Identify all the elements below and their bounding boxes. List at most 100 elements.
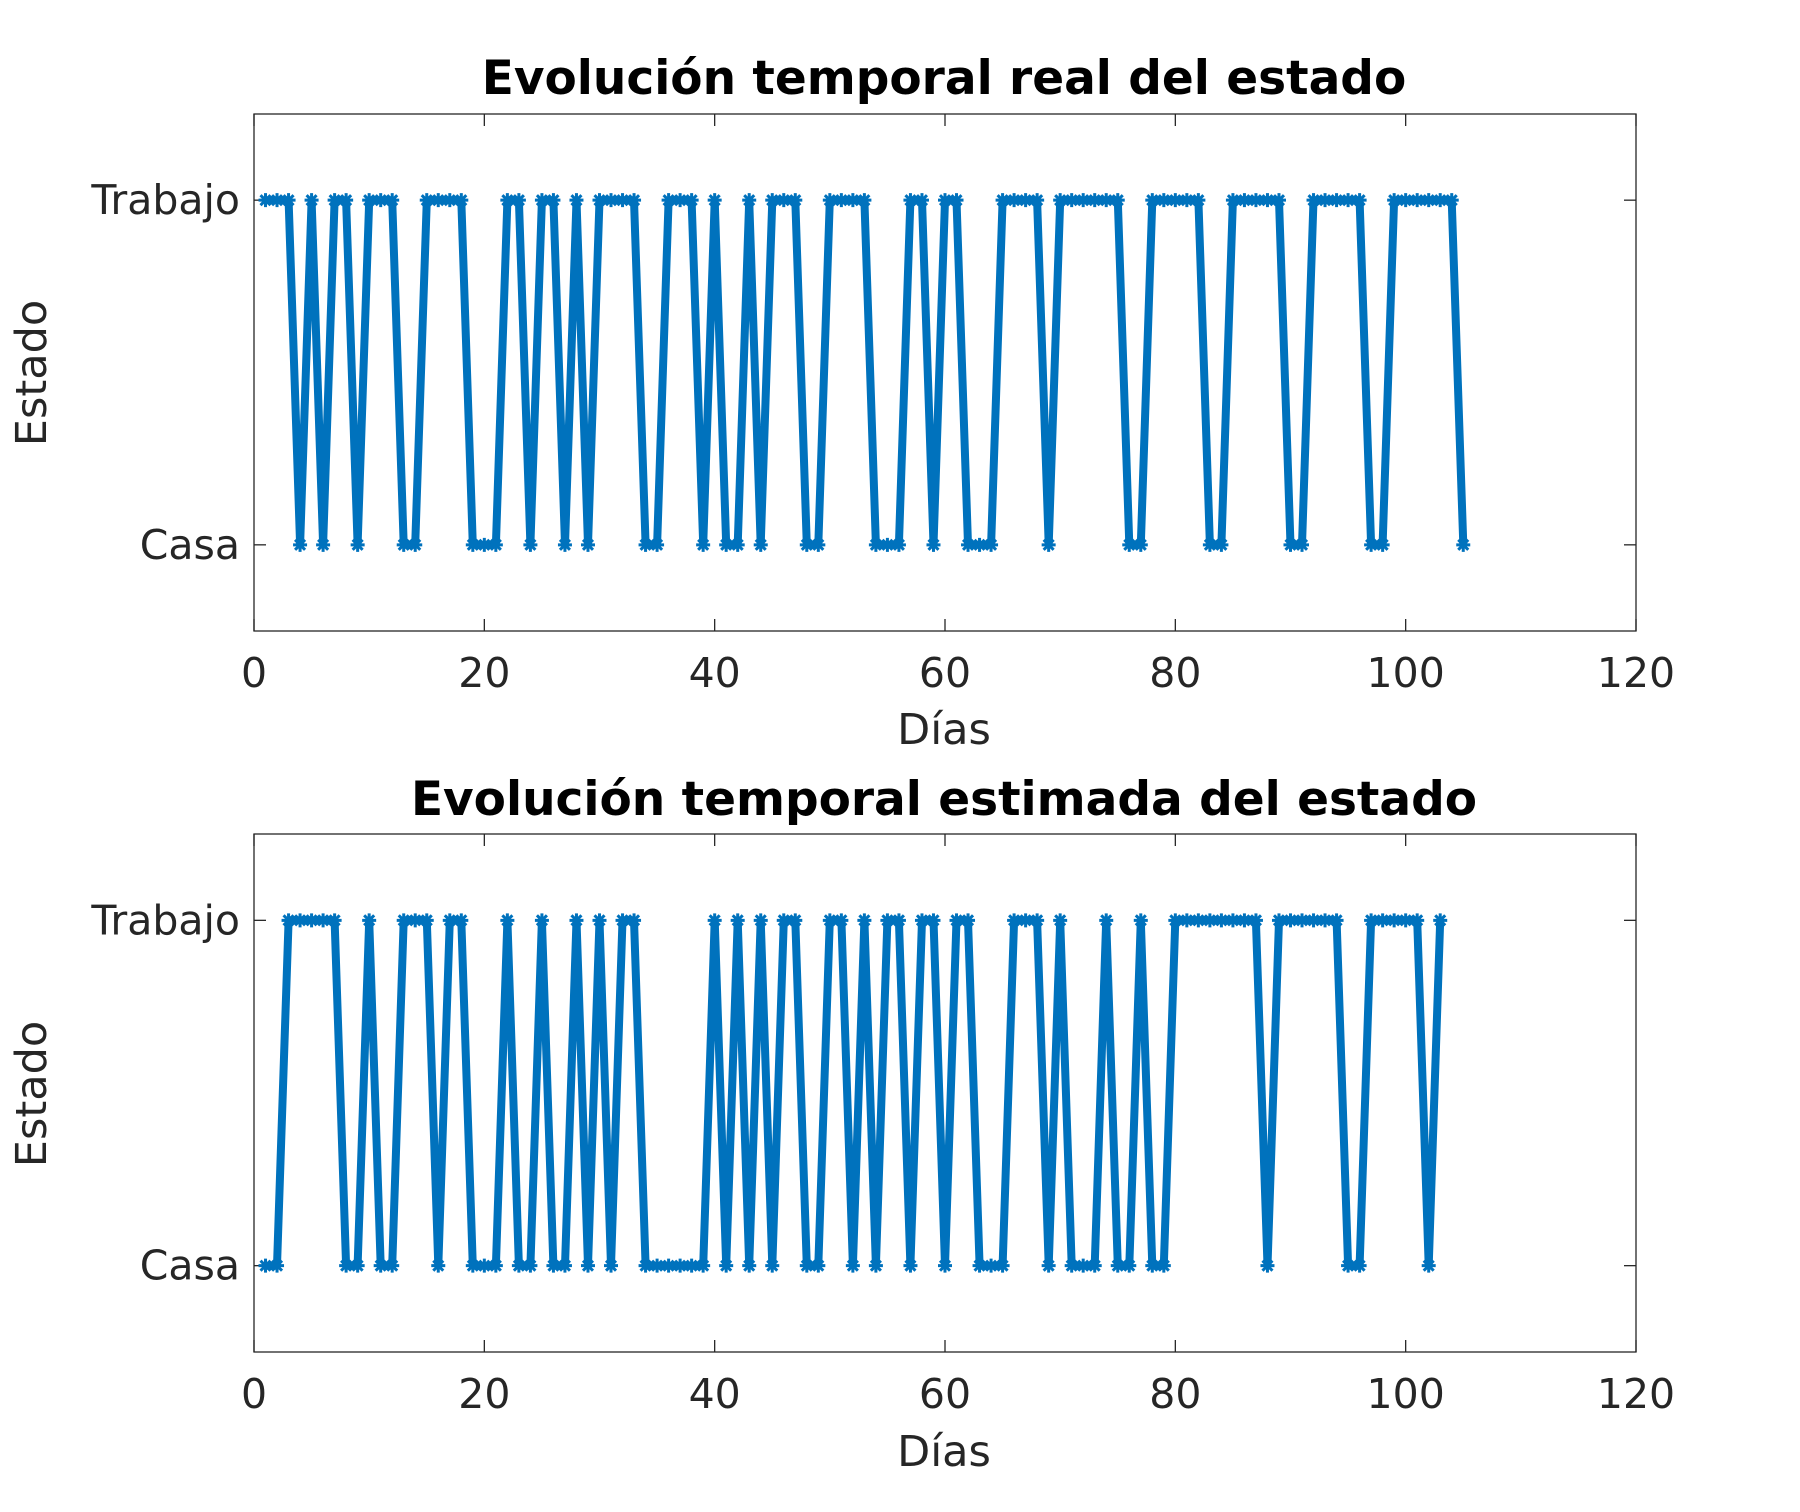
data-point [857, 913, 872, 928]
data-point [523, 537, 538, 552]
data-point [891, 537, 906, 552]
data-point [569, 913, 584, 928]
data-point [788, 193, 803, 208]
data-point [753, 537, 768, 552]
data-point [799, 1258, 814, 1273]
data-point [1248, 913, 1263, 928]
y-tick-label: Trabajo [90, 176, 240, 224]
x-tick-label: 100 [1367, 1370, 1445, 1418]
data-point [1225, 913, 1240, 928]
data-point [1248, 193, 1263, 208]
data-point [569, 193, 584, 208]
data-point [1041, 537, 1056, 552]
y-tick-label: Casa [140, 1242, 240, 1290]
data-point [1375, 537, 1390, 552]
data-point [1364, 913, 1379, 928]
data-point [580, 1258, 595, 1273]
data-point [1237, 193, 1252, 208]
data-point [696, 537, 711, 552]
data-point [1122, 1258, 1137, 1273]
data-point [1260, 1258, 1275, 1273]
data-point [673, 1258, 688, 1273]
data-point [949, 193, 964, 208]
x-tick-label: 20 [458, 1370, 510, 1418]
data-point [1179, 193, 1194, 208]
data-point [811, 537, 826, 552]
data-point [396, 537, 411, 552]
data-point [281, 913, 296, 928]
data-point [316, 913, 331, 928]
data-point [719, 1258, 734, 1273]
series-line [265, 916, 1445, 1270]
data-point [1260, 193, 1275, 208]
data-point [1341, 1258, 1356, 1273]
data-point [776, 193, 791, 208]
data-point [1375, 913, 1390, 928]
data-point [1433, 913, 1448, 928]
plot-frame [253, 113, 1637, 632]
data-point [1306, 913, 1321, 928]
data-point [477, 537, 492, 552]
data-point [1007, 193, 1022, 208]
data-point [419, 913, 434, 928]
data-point [1041, 1258, 1056, 1273]
data-point [350, 537, 365, 552]
data-point [304, 193, 319, 208]
data-point [1122, 537, 1137, 552]
data-point [684, 193, 699, 208]
data-point [1110, 1258, 1125, 1273]
x-tick-label: 80 [1149, 1370, 1201, 1418]
data-point [604, 193, 619, 208]
data-point [949, 913, 964, 928]
data-point [719, 537, 734, 552]
data-point [258, 1258, 273, 1273]
data-point [1064, 1258, 1079, 1273]
data-point [995, 193, 1010, 208]
data-point [1421, 193, 1436, 208]
data-point [534, 913, 549, 928]
data-point [1387, 193, 1402, 208]
data-point [1030, 913, 1045, 928]
data-point [1225, 193, 1240, 208]
chart-estimated-state: Evolución temporal estimada del estado D… [7, 772, 1675, 1477]
data-point [431, 1258, 446, 1273]
x-tick-label: 60 [919, 649, 971, 697]
data-point [488, 1258, 503, 1273]
data-point [1421, 1258, 1436, 1273]
data-point [903, 193, 918, 208]
data-point [684, 1258, 699, 1273]
x-tick-label: 40 [689, 1370, 741, 1418]
data-point [442, 913, 457, 928]
data-point [1329, 913, 1344, 928]
data-point [834, 193, 849, 208]
data-point [385, 1258, 400, 1273]
data-point [1076, 193, 1091, 208]
data-point [431, 193, 446, 208]
data-point [1145, 1258, 1160, 1273]
data-point [961, 913, 976, 928]
data-point [1341, 193, 1356, 208]
data-point [1364, 537, 1379, 552]
data-point [1306, 193, 1321, 208]
data-point [661, 193, 676, 208]
data-point [926, 913, 941, 928]
data-point [1156, 1258, 1171, 1273]
data-point [1410, 913, 1425, 928]
data-point [1271, 913, 1286, 928]
data-point [546, 1258, 561, 1273]
data-point [546, 193, 561, 208]
data-point [1087, 1258, 1102, 1273]
x-tick-label: 80 [1149, 649, 1201, 697]
data-point [638, 1258, 653, 1273]
data-point [1064, 193, 1079, 208]
x-tick-label: 20 [458, 649, 510, 697]
chart-real-state: Evolución temporal real del estado Días … [7, 51, 1675, 755]
data-point [822, 913, 837, 928]
data-point [984, 537, 999, 552]
data-point [868, 537, 883, 552]
data-point [1444, 193, 1459, 208]
data-point [765, 1258, 780, 1273]
data-point [270, 1258, 285, 1273]
data-point [765, 193, 780, 208]
data-point [385, 193, 400, 208]
